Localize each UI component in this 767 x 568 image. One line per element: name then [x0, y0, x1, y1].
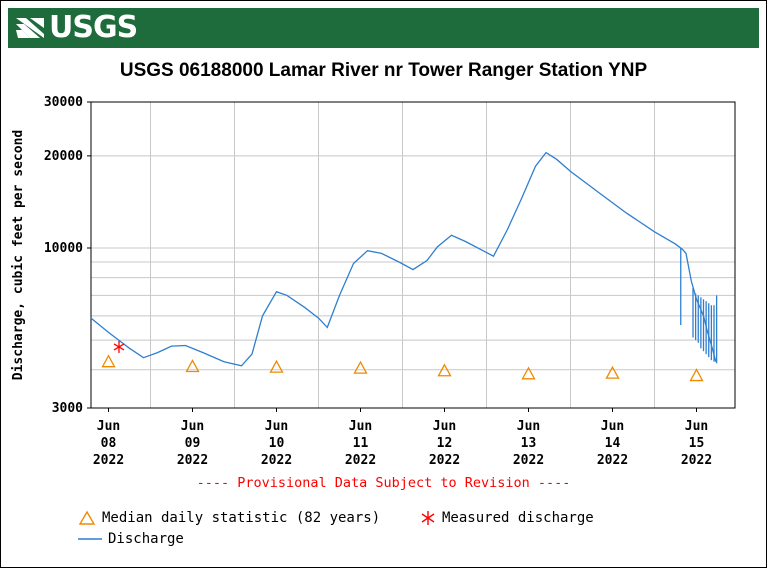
x-tick-label: Jun: [349, 419, 372, 434]
x-tick-label: Jun: [265, 419, 288, 434]
x-tick-label: Jun: [685, 419, 708, 434]
usgs-logo-text: USGS: [49, 10, 138, 45]
median-marker: [185, 359, 200, 373]
y-tick-label: 3000: [52, 401, 83, 416]
asterisk-marker-icon: [421, 511, 435, 525]
y-tick-label: 20000: [44, 149, 83, 164]
legend-label-discharge: Discharge: [108, 531, 184, 547]
x-tick-label: 2022: [513, 453, 544, 468]
y-tick-label: 30000: [44, 95, 83, 110]
x-tick-label: 08: [101, 436, 117, 451]
median-marker: [269, 359, 284, 373]
provisional-data-notice: ---- Provisional Data Subject to Revisio…: [196, 475, 571, 491]
median-marker: [689, 368, 704, 382]
y-axis-label: Discharge, cubic feet per second: [11, 130, 26, 380]
measured-marker-stroke: [113, 343, 125, 351]
median-marker: [605, 365, 620, 379]
plot-area: [91, 102, 735, 408]
x-tick-label: Jun: [433, 419, 456, 434]
usgs-logo-waves-icon: [16, 18, 44, 38]
x-tick-label: 2022: [429, 453, 460, 468]
x-tick-label: 10: [269, 436, 285, 451]
x-tick-label: 2022: [345, 453, 376, 468]
triangle-marker-icon: [78, 510, 96, 525]
median-marker: [353, 360, 368, 374]
x-tick-label: 2022: [93, 453, 124, 468]
legend-item-median: Median daily statistic (82 years): [78, 510, 380, 526]
median-marker: [437, 363, 452, 377]
discharge-line: [90, 151, 717, 367]
legend-item-measured: Measured discharge: [420, 510, 594, 526]
x-tick-label: 09: [185, 436, 201, 451]
median-marker: [101, 354, 116, 368]
x-tick-label: 2022: [177, 453, 208, 468]
median-marker: [521, 366, 536, 380]
plot-border: [90, 101, 736, 409]
measured-marker: [113, 340, 125, 353]
x-tick-label: 13: [521, 436, 537, 451]
x-tick-label: 12: [437, 436, 453, 451]
x-tick-label: 15: [689, 436, 705, 451]
chart-title: USGS 06188000 Lamar River nr Tower Range…: [119, 60, 648, 81]
y-tick-label: 10000: [44, 241, 83, 256]
legend-label-measured: Measured discharge: [442, 510, 594, 526]
x-tick-label: 2022: [261, 453, 292, 468]
usgs-logo[interactable]: USGS: [14, 10, 138, 45]
legend-label-median: Median daily statistic (82 years): [102, 510, 381, 526]
x-tick-label: 2022: [597, 453, 628, 468]
usgs-banner: USGS: [8, 8, 759, 48]
x-tick-label: 14: [605, 436, 621, 451]
x-tick-label: Jun: [601, 419, 624, 434]
line-marker-icon: [78, 538, 102, 540]
x-tick-label: 2022: [681, 453, 712, 468]
legend-item-discharge: Discharge: [78, 531, 184, 547]
x-tick-label: 11: [353, 436, 369, 451]
x-tick-label: Jun: [97, 419, 120, 434]
x-tick-label: Jun: [517, 419, 540, 434]
x-tick-label: Jun: [181, 419, 204, 434]
